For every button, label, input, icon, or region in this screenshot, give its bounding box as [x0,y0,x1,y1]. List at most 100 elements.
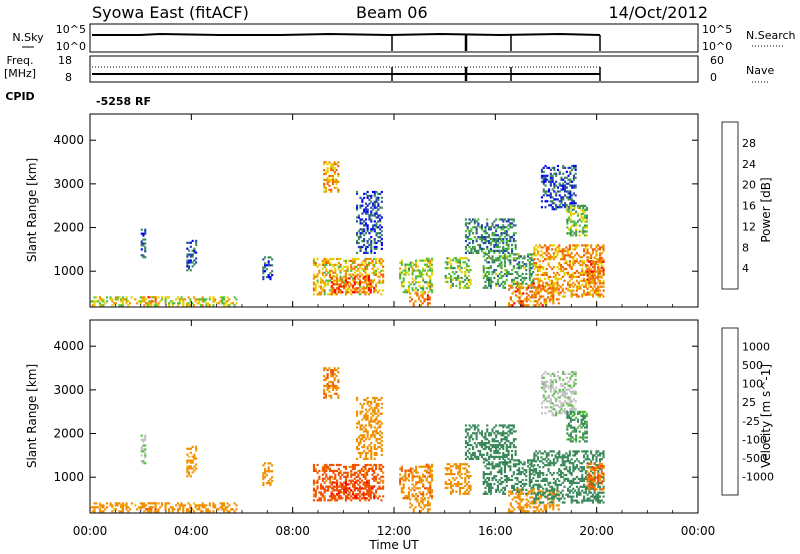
data-cell [464,446,467,449]
data-cell [472,245,475,249]
data-cell [363,449,366,453]
data-cell [400,285,403,288]
data-cell [91,506,94,509]
data-cell [457,267,460,270]
data-cell [188,267,191,270]
data-cell [480,444,483,447]
data-cell [542,466,545,469]
data-cell [498,469,501,472]
data-cell [370,426,373,429]
data-cell [464,230,467,233]
data-cell [330,475,333,478]
data-cell [558,267,561,271]
data-cell [320,485,323,488]
data-cell [148,510,151,513]
data-cell [561,489,564,492]
data-cell [464,442,467,445]
data-cell [327,271,330,274]
data-cell [326,369,329,372]
data-cell [314,469,317,472]
data-cell [366,212,369,215]
data-cell [588,252,591,255]
data-cell [382,273,385,276]
data-cell [116,504,119,507]
data-cell [346,283,349,286]
data-cell [359,263,362,266]
data-cell [584,450,587,453]
data-cell [493,477,496,480]
data-cell [235,504,238,507]
data-cell [355,481,358,484]
data-cell [512,486,515,489]
data-cell [373,241,376,245]
data-cell [525,286,528,289]
data-cell [553,172,556,175]
data-cell [525,296,528,299]
data-cell [590,289,593,292]
data-cell [532,477,535,480]
data-cell [561,266,564,269]
data-cell [556,456,559,459]
freq-label: Freq. [6,54,33,67]
data-cell [565,176,568,179]
data-cell [125,296,128,299]
data-cell [146,304,149,307]
data-cell [370,442,373,445]
data-cell [314,283,317,286]
data-cell [323,190,326,193]
data-cell [514,259,517,262]
data-cell [549,472,552,475]
data-cell [425,469,428,472]
data-cell [554,456,557,459]
data-cell [534,304,537,307]
data-cell [511,428,514,431]
data-cell [154,302,157,305]
data-cell [399,481,402,484]
data-cell [192,502,195,505]
data-cell [583,466,586,469]
data-cell [462,280,465,283]
data-cell [542,285,545,288]
data-cell [155,304,158,307]
data-cell [518,467,521,470]
data-cell [547,483,550,486]
data-cell [498,241,501,245]
data-cell [323,161,326,164]
data-cell [458,469,461,472]
data-cell [493,457,496,460]
data-cell [140,438,143,441]
data-cell [545,289,548,292]
data-cell [95,506,98,509]
data-cell [372,226,375,229]
data-cell [371,467,374,470]
data-cell [428,302,431,305]
data-cell [380,257,383,261]
data-cell [584,204,587,207]
data-cell [318,499,321,502]
data-cell [566,226,569,229]
data-cell [468,232,471,235]
data-cell [562,178,565,181]
data-cell [522,300,525,303]
data-cell [568,491,571,494]
data-cell [586,287,589,290]
data-cell [462,463,465,466]
data-cell [341,281,344,284]
data-cell [508,490,511,493]
data-cell [565,190,568,193]
data-cell [327,281,330,284]
data-cell [516,463,519,466]
data-cell [488,228,491,231]
data-cell [518,255,521,258]
data-cell [377,402,380,405]
data-cell [379,220,382,223]
data-cell [191,445,194,448]
data-cell [538,496,541,499]
data-cell [496,488,499,491]
data-cell [98,508,101,511]
data-cell [142,244,145,247]
data-cell [375,438,378,441]
data-cell [553,168,556,171]
data-cell [511,424,514,427]
